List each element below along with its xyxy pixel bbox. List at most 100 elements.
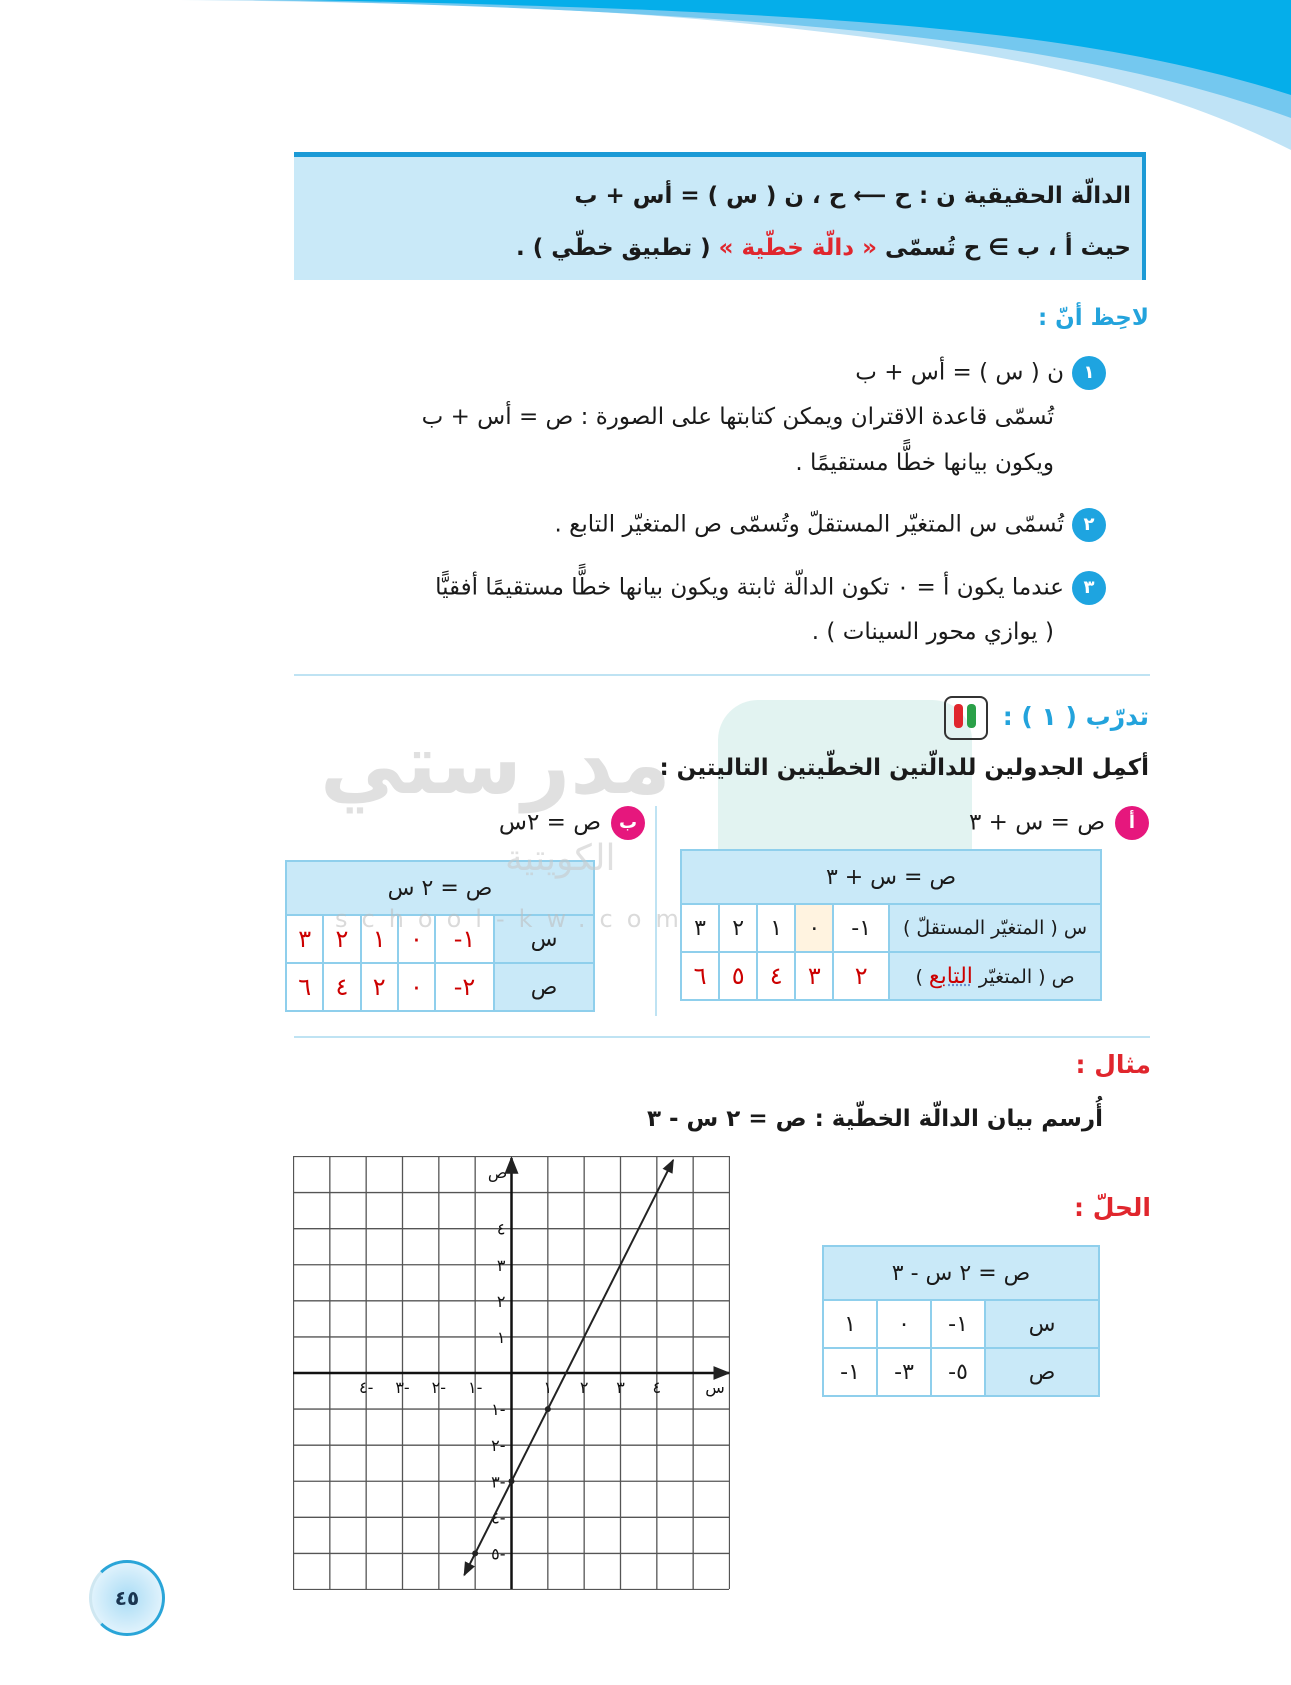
solution-x-cell: ١ xyxy=(822,1299,878,1349)
table-a-x-cell: ١ xyxy=(756,903,797,953)
table-part-a: ص = س + ٣ س ( المتغيّر المستقلّ ) ١- ٠ ١… xyxy=(679,849,1102,1001)
solution-table-header: ص = ٢ س - ٣ xyxy=(822,1245,1100,1301)
table-a-header: ص = س + ٣ xyxy=(680,849,1102,905)
note-1-line-1: ن ( س ) = أس + ب xyxy=(855,359,1064,386)
y-tick-label: ٤ xyxy=(497,1220,506,1239)
students-book-icon xyxy=(943,696,988,740)
x-tick-label: ٤- xyxy=(359,1378,373,1397)
y-tick-label: ٢ xyxy=(497,1292,506,1311)
part-b-heading: ب ص = ٢س xyxy=(499,806,645,840)
solution-x-cell: ١- xyxy=(930,1299,986,1349)
note-number-2: ٢ xyxy=(1072,508,1106,542)
x-tick-label: ٤ xyxy=(653,1378,662,1397)
table-b-x-answer: ٣ xyxy=(284,914,325,964)
table-b-y-answer: ٢- xyxy=(434,962,495,1012)
solution-y-cell: ٥- xyxy=(930,1347,986,1397)
table-b-x-answer: ١ xyxy=(359,914,399,964)
part-a-heading: أ ص = س + ٣ xyxy=(969,806,1149,840)
x-tick-label: ٢- xyxy=(432,1378,446,1397)
table-b-y-label: ص xyxy=(493,962,595,1012)
table-b-x-answer: ١- xyxy=(434,914,495,964)
example-instruction: أُرسم بيان الدالّة الخطّية : ص = ٢ س - ٣ xyxy=(646,1106,1103,1132)
part-a-equation: ص = س + ٣ xyxy=(968,809,1105,836)
watermark-site: school-kw.com xyxy=(335,905,693,933)
watermark-sub: الكويتية xyxy=(505,838,616,879)
table-b-x-answer: ٢ xyxy=(322,914,362,964)
table-a-x-label: س ( المتغيّر المستقلّ ) xyxy=(888,903,1102,953)
part-a-badge: أ xyxy=(1115,806,1149,840)
definition-line-1: الدالّة الحقيقية ن : ح ⟵ ح ، ن ( س ) = أ… xyxy=(574,183,1131,209)
note-item-1: ١ ن ( س ) = أس + ب xyxy=(855,356,1106,390)
plotted-point xyxy=(472,1550,479,1557)
part-b-badge: ب xyxy=(611,806,645,840)
section-divider xyxy=(294,674,1150,676)
y-tick-label: ٢- xyxy=(491,1436,505,1455)
x-tick-label: ٣- xyxy=(395,1378,409,1397)
table-b-x-answer: ٠ xyxy=(396,914,437,964)
table-b-y-answer: ٠ xyxy=(396,962,437,1012)
table-a-y-label-suffix: ) xyxy=(915,965,929,988)
practice-title: تدرّب ( ١ ) : xyxy=(943,696,1149,740)
function-line xyxy=(463,1158,675,1577)
practice-instruction: أكمِل الجدولين للدالّتين الخطّيتين التال… xyxy=(659,755,1149,781)
header-wave-decoration xyxy=(180,0,1291,150)
table-b-y-answer: ٤ xyxy=(322,962,362,1012)
table-b-x-label: س xyxy=(493,914,595,964)
part-b-equation: ص = ٢س xyxy=(498,809,601,836)
definition-line-2: حيث أ ، ب ∋ ح تُسمّى « دالّة خطّية » ( ت… xyxy=(516,235,1131,261)
y-tick-label: ٣- xyxy=(491,1472,505,1491)
table-a-y-label-answer: التابع xyxy=(928,963,973,989)
table-a-x-cell: ١- xyxy=(832,903,890,953)
solution-x-label: س xyxy=(984,1299,1100,1349)
x-tick-label: ١- xyxy=(468,1378,482,1397)
x-tick-label: ١ xyxy=(544,1378,553,1397)
solution-x-cell: ٠ xyxy=(876,1299,932,1349)
table-b-y-answer: ٦ xyxy=(284,962,325,1012)
solution-y-label: ص xyxy=(984,1347,1100,1397)
note-1-line-2: تُسمّى قاعدة الاقتران ويمكن كتابتها على … xyxy=(421,404,1054,430)
section-divider-2 xyxy=(294,1036,1150,1038)
plotted-point xyxy=(544,1406,551,1413)
solution-table: ص = ٢ س - ٣ س ١- ٠ ١ ص ٥- ٣- ١- xyxy=(822,1245,1100,1397)
y-tick-label: ١ xyxy=(497,1328,506,1347)
page-number: ٤٥ xyxy=(89,1560,165,1636)
solution-y-cell: ٣- xyxy=(876,1347,932,1397)
note-number-3: ٣ xyxy=(1072,571,1106,605)
solution-y-cell: ١- xyxy=(822,1347,878,1397)
table-a-y-answer: ٣ xyxy=(794,951,835,1001)
y-tick-label: ٥- xyxy=(491,1544,505,1563)
table-b-y-answer: ٢ xyxy=(359,962,399,1012)
note-item-2: ٢ تُسمّى س المتغيّر المستقلّ وتُسمّى ص ال… xyxy=(555,508,1106,542)
definition-box xyxy=(294,152,1146,280)
note-1-line-3: ويكون بيانها خطًّا مستقيمًا . xyxy=(795,450,1054,476)
table-a-y-answer: ٤ xyxy=(756,951,797,1001)
note-3-line-2: ( يوازي محور السينات ) . xyxy=(811,619,1054,645)
table-a-x-cell: ٢ xyxy=(718,903,759,953)
solution-title: الحلّ : xyxy=(1074,1193,1151,1222)
example-title: مثال : xyxy=(1075,1050,1151,1079)
y-tick-label: ١- xyxy=(491,1400,505,1419)
table-a-y-label: ص ( المتغيّر التابع ) xyxy=(888,951,1102,1001)
table-b-header: ص = ٢ س xyxy=(285,860,595,916)
table-a-x-cell: ٠ xyxy=(794,903,835,953)
x-tick-label: ٢ xyxy=(580,1378,589,1397)
watermark-name: مدرستي xyxy=(320,715,671,813)
table-a-y-answer: ٥ xyxy=(718,951,759,1001)
note-item-3: ٣ عندما يكون أ = ٠ تكون الدالّة ثابتة ويك… xyxy=(435,571,1106,605)
table-a-y-label-prefix: ص ( المتغيّر xyxy=(972,965,1075,988)
table-part-b: ص = ٢ س س ١- ٠ ١ ٢ ٣ ص ٢- ٠ ٢ ٤ ٦ xyxy=(284,860,595,1012)
practice-title-text: تدرّب ( ١ ) : xyxy=(1002,702,1149,731)
x-tick-label: ٣ xyxy=(616,1378,625,1397)
linear-function-term: « دالّة خطّية » xyxy=(718,235,877,261)
parts-vertical-divider xyxy=(655,806,657,1016)
x-axis-label: س xyxy=(705,1378,725,1397)
note-2-line-1: تُسمّى س المتغيّر المستقلّ وتُسمّى ص الم… xyxy=(554,511,1064,538)
definition-line-2-prefix: حيث أ ، ب ∋ ح تُسمّى xyxy=(876,235,1131,261)
y-axis-label: ص xyxy=(488,1163,507,1183)
table-a-y-answer: ٦ xyxy=(679,951,721,1001)
note-number-1: ١ xyxy=(1072,356,1106,390)
notes-title: لاحِظ أنّ : xyxy=(1037,305,1149,331)
note-3-line-1: عندما يكون أ = ٠ تكون الدالّة ثابتة ويكو… xyxy=(435,574,1064,601)
definition-line-2-suffix: ( تطبيق خطّي ) . xyxy=(516,235,719,261)
